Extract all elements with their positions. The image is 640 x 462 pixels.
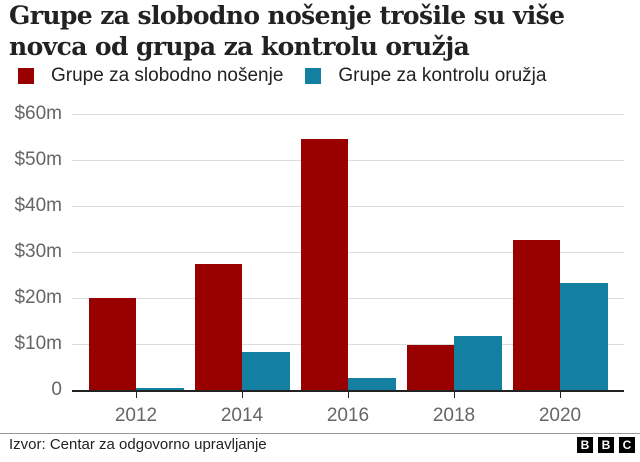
- x-tick: [242, 392, 243, 398]
- x-tick-label: 2018: [432, 405, 476, 426]
- gridline: [72, 114, 624, 115]
- legend-swatch-blue: [305, 68, 322, 84]
- y-tick-label: $50m: [14, 149, 62, 170]
- y-tick-label: $40m: [14, 195, 62, 216]
- logo-letter: C: [619, 437, 635, 453]
- gridline: [72, 298, 624, 299]
- bar-gun-rights-2018: [406, 345, 454, 391]
- footer-divider: [0, 433, 640, 434]
- bar-gun-rights-2012: [88, 297, 136, 391]
- y-tick-label: $10m: [14, 333, 62, 354]
- y-tick-label: $20m: [14, 287, 62, 308]
- bar-gun-control-2016: [348, 377, 396, 391]
- legend-item-gun-rights: Grupe za slobodno nošenje: [18, 65, 283, 87]
- gridline: [72, 160, 624, 161]
- x-tick-label: 2020: [538, 405, 582, 426]
- plot-area: 0 $10m $20m $30m $40m $50m $60m 2012 2014 2016 201…: [14, 103, 624, 426]
- bar-gun-control-2018: [454, 335, 502, 391]
- x-tick: [454, 392, 455, 398]
- chart-title: Grupe za slobodno nošenje trošile su viš…: [9, 1, 565, 61]
- x-tick: [560, 392, 561, 398]
- legend-label: Grupe za kontrolu oružja: [338, 65, 547, 86]
- x-axis-line: [72, 390, 624, 392]
- legend-label: Grupe za slobodno nošenje: [51, 65, 284, 86]
- y-tick-label: 0: [51, 379, 62, 400]
- legend: Grupe za slobodno nošenje Grupe za kontr…: [18, 64, 568, 88]
- x-tick-label: 2012: [114, 405, 158, 426]
- y-tick-label: $60m: [14, 103, 62, 124]
- gridline: [72, 206, 624, 207]
- x-tick-label: 2016: [326, 405, 370, 426]
- logo-letter: B: [598, 437, 614, 453]
- bar-gun-control-2014: [242, 351, 290, 391]
- x-tick-label: 2014: [220, 405, 264, 426]
- x-tick: [136, 392, 137, 398]
- bar-gun-rights-2016: [300, 138, 348, 391]
- source-note: Izvor: Centar za odgovorno upravljanje: [9, 436, 267, 453]
- x-tick: [348, 392, 349, 398]
- y-tick-label: $30m: [14, 241, 62, 262]
- legend-item-gun-control: Grupe za kontrolu oružja: [305, 65, 546, 87]
- bar-gun-control-2020: [560, 283, 608, 391]
- gridline: [72, 344, 624, 345]
- gridline: [72, 252, 624, 253]
- bbc-logo: B B C: [577, 437, 635, 453]
- bar-gun-rights-2014: [194, 264, 242, 391]
- legend-swatch-red: [18, 68, 34, 84]
- logo-letter: B: [577, 437, 593, 453]
- bar-gun-control-2012: [136, 388, 184, 391]
- bar-gun-rights-2020: [512, 240, 560, 391]
